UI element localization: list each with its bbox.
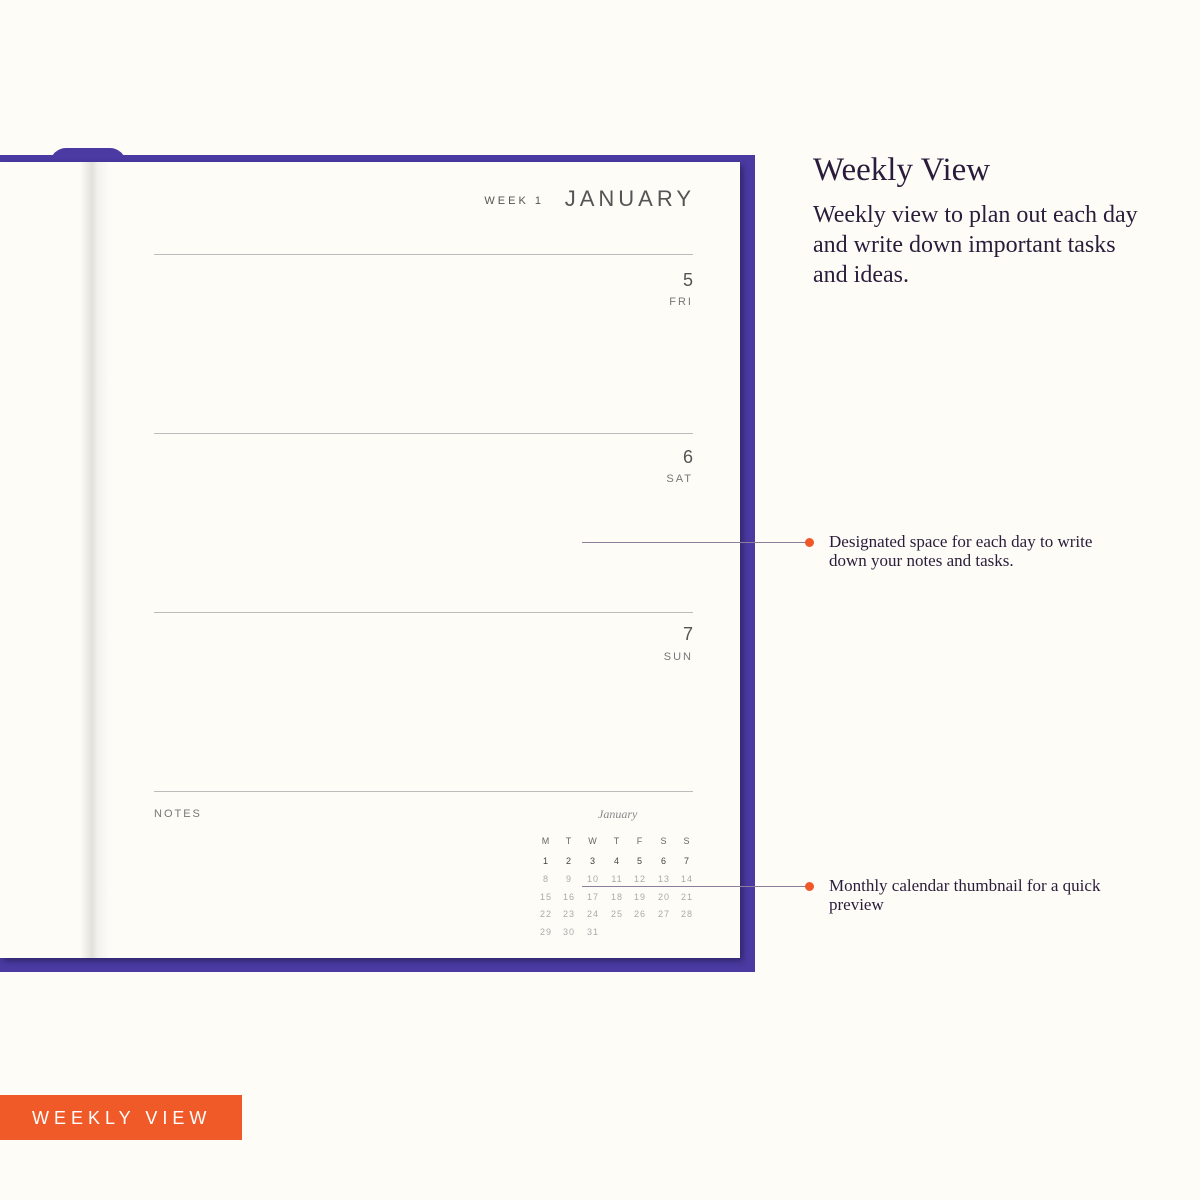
calendar-day: 7 [683, 856, 690, 866]
page-gutter [80, 162, 110, 958]
section-description: Weekly view to plan out each day and wri… [813, 202, 1138, 288]
weekday-header: S [660, 836, 668, 846]
day-number: 7 [682, 624, 693, 644]
calendar-day: 8 [542, 874, 549, 884]
calendar-day: 13 [657, 874, 670, 884]
calendar-day: 24 [586, 909, 599, 919]
weekday-header: T [613, 836, 621, 846]
calendar-day: 2 [565, 856, 572, 866]
calendar-day: 23 [562, 909, 575, 919]
calendar-day: 29 [539, 927, 552, 937]
calendar-day: 12 [633, 874, 646, 884]
weekday-header: F [636, 836, 644, 846]
calendar-day: 10 [586, 874, 599, 884]
month-title: JANUARY [564, 186, 695, 211]
calendar-day: 25 [610, 909, 623, 919]
divider [154, 612, 693, 613]
callout-text: Monthly calendar thumbnail for a quick p… [829, 876, 1101, 914]
divider [154, 254, 693, 255]
calendar-day: 17 [586, 892, 599, 902]
calendar-day: 18 [610, 892, 623, 902]
weekday-header: M [541, 836, 551, 846]
badge-label: WEEKLY VIEW [32, 1108, 212, 1128]
callout-line [582, 886, 808, 887]
calendar-day: 15 [539, 892, 552, 902]
day-name: SAT [666, 473, 693, 485]
calendar-day: 14 [680, 874, 693, 884]
section-badge: WEEKLY VIEW [0, 1095, 242, 1140]
section-title: Weekly View [813, 152, 991, 188]
day-name: FRI [669, 296, 693, 308]
divider [154, 433, 693, 434]
calendar-day: 20 [657, 892, 670, 902]
week-label: WEEK 1 [484, 195, 544, 207]
calendar-month: January [598, 807, 638, 821]
day-name: SUN [663, 651, 693, 663]
day-number: 5 [682, 270, 693, 290]
calendar-day: 30 [562, 927, 575, 937]
calendar-day: 31 [586, 927, 599, 937]
calendar-day: 1 [542, 856, 549, 866]
calendar-day: 9 [565, 874, 572, 884]
calendar-day: 21 [680, 892, 693, 902]
calendar-day: 19 [633, 892, 646, 902]
calendar-day: 27 [657, 909, 670, 919]
calendar-day: 26 [633, 909, 646, 919]
weekday-header: S [683, 836, 691, 846]
callout-line [582, 542, 808, 543]
calendar-day: 3 [589, 856, 596, 866]
callout-dot [805, 882, 814, 891]
weekday-header: T [565, 836, 573, 846]
weekday-header: W [588, 836, 598, 846]
callout-dot [805, 538, 814, 547]
calendar-day: 28 [680, 909, 693, 919]
calendar-day: 11 [611, 874, 623, 884]
calendar-day: 4 [613, 856, 620, 866]
calendar-day: 22 [539, 909, 552, 919]
calendar-day: 5 [636, 856, 643, 866]
notes-label: NOTES [154, 808, 202, 820]
planner-page [0, 162, 740, 958]
calendar-day: 16 [562, 892, 575, 902]
calendar-day: 6 [660, 856, 667, 866]
callout-text: Designated space for each day to write d… [829, 532, 1093, 570]
divider [154, 791, 693, 792]
day-number: 6 [682, 447, 693, 467]
